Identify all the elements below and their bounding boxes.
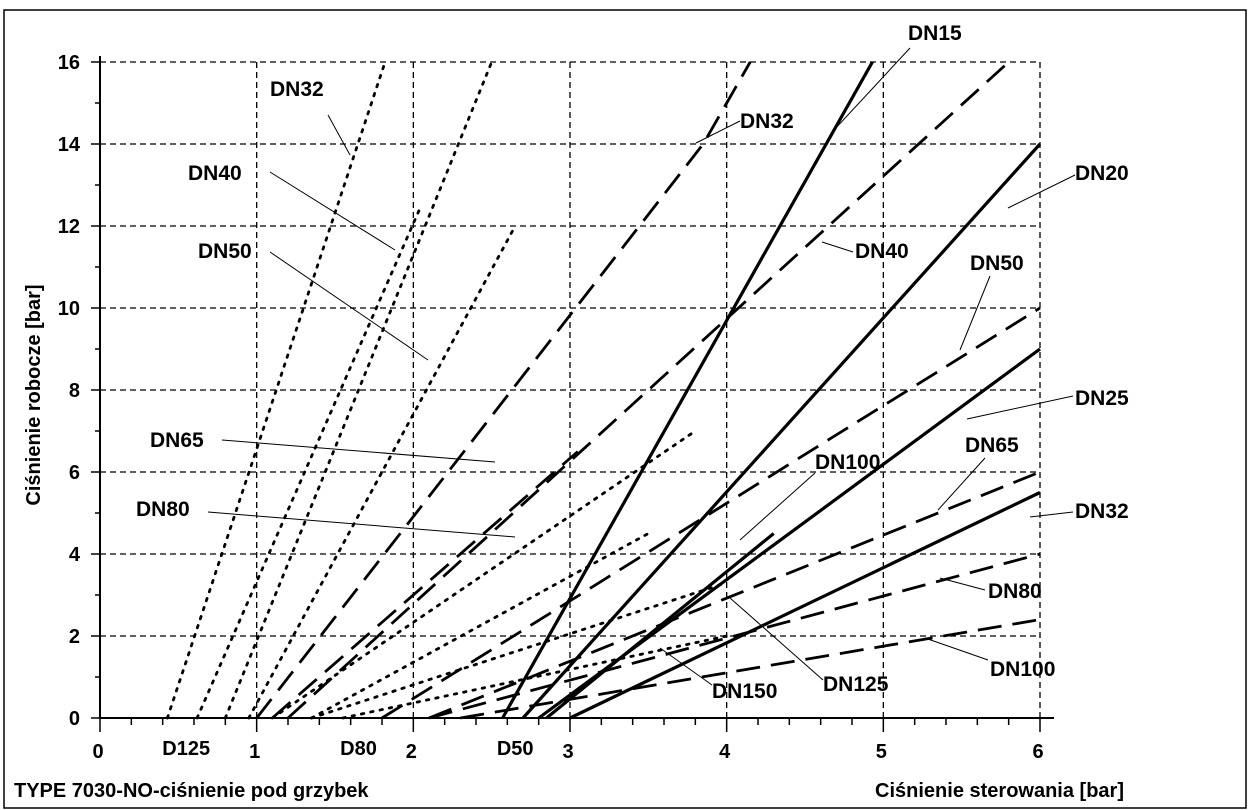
series-dashed-line [255,61,752,719]
y-tick-label: 4 [69,544,81,566]
series-label: DN15 [908,22,962,45]
leader-line [937,457,986,511]
series-label: DN32 [270,78,324,101]
y-tick-label: 2 [69,626,80,648]
series-solid-line [521,142,1042,720]
series-label: DN25 [1075,387,1129,410]
leader-layer [207,47,1076,686]
series-dotted-line [195,204,423,720]
leader-line [1029,511,1074,518]
series-dashed-line [460,618,1041,720]
leader-line [1007,174,1076,209]
y-tick-label: 10 [58,298,80,320]
series-solid-line [501,61,874,719]
series-label: DN100 [990,658,1055,681]
leader-line [939,577,986,591]
series-label: DN40 [188,162,242,185]
y-tick-label: 16 [58,52,80,74]
series-label: DN32 [740,110,794,133]
x-tick-label: 0 [92,741,103,763]
y-tick-label: 6 [69,462,80,484]
y-tick-label: 12 [58,216,80,238]
series-label: DN65 [965,434,1019,457]
series-dotted-line [270,429,697,720]
y-tick-label: 14 [58,134,81,156]
leader-line [739,472,816,541]
series-dotted-line [247,224,517,720]
series-dotted-line [341,634,729,720]
series-dashed-line [428,470,1041,720]
series-label: DN150 [712,680,777,703]
outer-frame [3,9,1247,809]
leader-line [966,395,1074,420]
x-axis-annotation: D80 [340,738,377,760]
series-solid-line [545,532,775,720]
label-layer: DN32 DN40 DN50 DN65 DN80 DN32 DN40 DN50 DN65 DN80… [136,22,1129,703]
series-dashed-line [271,450,579,720]
series-dashed-line [381,306,1041,720]
series-label: DN80 [988,580,1042,603]
x-tick-label: 5 [876,741,887,763]
leader-line [959,275,991,351]
leader-line [207,511,516,538]
leader-line [729,597,824,681]
leader-line [924,637,989,661]
series-solid-line [569,491,1041,720]
y-axis-title: Ciśnienie robocze [bar] [23,284,45,505]
series-dotted-line [310,532,650,720]
series-label: DN40 [855,240,909,263]
leader-line [695,120,741,144]
series-label: DN32 [1075,500,1129,523]
series-dashed-line [428,552,1041,720]
y-tick-label: 8 [69,380,80,402]
series-label: DN100 [815,451,880,474]
series-label: DN50 [198,240,252,263]
series-dotted-line [223,60,494,720]
leader-line [269,251,429,361]
leader-line [821,241,854,253]
series-label: DN125 [823,673,889,696]
x-axis-title: Ciśnienie sterowania [bar] [875,780,1124,802]
x-axis-annotation: D125 [162,738,210,760]
series-layer [165,60,1042,720]
x-tick-label: 4 [719,741,731,763]
x-tick-label: 3 [562,741,573,763]
leader-line [833,47,911,131]
series-label: DN80 [136,498,190,521]
grid-layer [100,61,1041,718]
chart-title: TYPE 7030-NO-ciśnienie pod grzybek [14,780,369,802]
leader-line [269,171,396,251]
series-dotted-line [310,581,729,720]
text-layer: Ciśnienie robocze [bar] Ciśnienie sterow… [14,284,1124,802]
leader-line [221,439,496,463]
leader-line [659,647,713,686]
leader-line [327,114,351,156]
series-dashed-line [287,60,1010,720]
series-label: DN20 [1075,162,1129,185]
x-tick-label: 1 [249,741,260,763]
series-label: DN65 [150,429,204,452]
x-tick-label: 2 [406,741,417,763]
x-axis-annotation: D50 [497,738,534,760]
series-dotted-line [165,60,387,720]
series-label: DN50 [970,252,1024,275]
x-tick-label: 6 [1032,741,1043,763]
y-tick-label: 0 [69,708,80,730]
